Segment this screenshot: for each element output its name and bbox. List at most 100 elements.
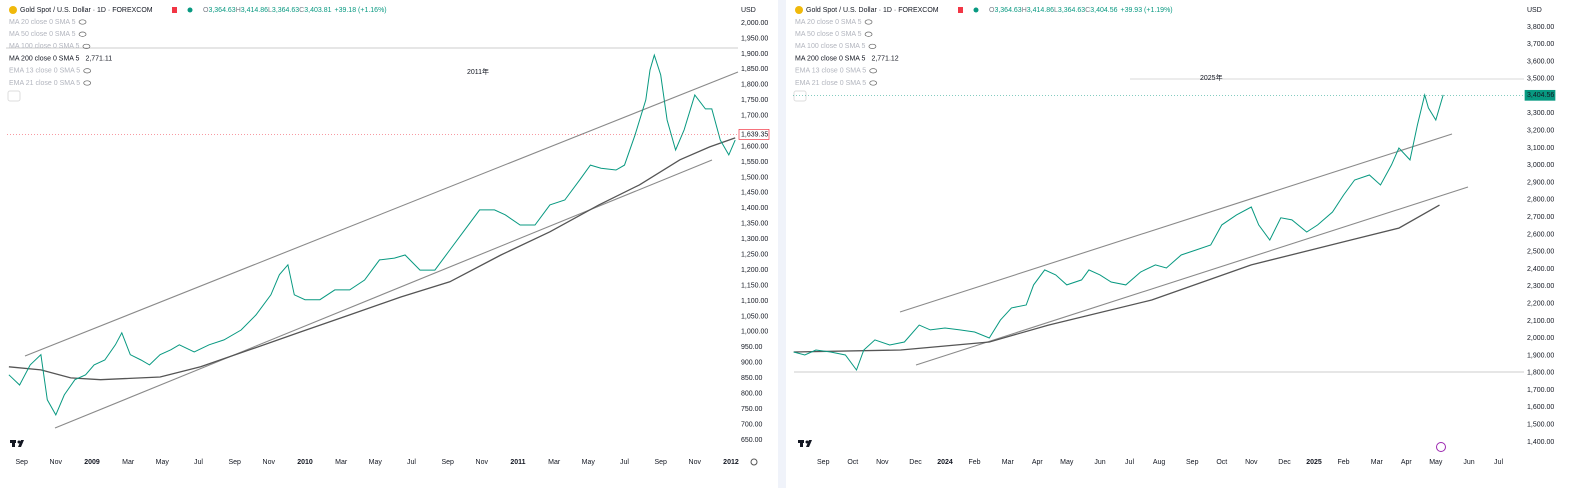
moving-average	[793, 204, 1440, 353]
x-tick-label: Nov	[1245, 459, 1258, 466]
symbol-icon	[795, 6, 803, 14]
moving-average	[8, 137, 736, 381]
visibility-toggle[interactable]	[83, 80, 92, 86]
y-tick-label: 3,200.00	[1527, 128, 1554, 135]
x-tick-label: 2009	[84, 459, 100, 466]
x-tick-label: Jul	[620, 459, 629, 466]
visibility-toggle[interactable]	[83, 68, 92, 74]
indicator-name: MA 50 close 0 SMA 5	[795, 31, 862, 38]
ohlc-item: L	[268, 7, 272, 14]
y-tick-label: 3,700.00	[1527, 41, 1554, 48]
collapse-button[interactable]	[7, 90, 21, 102]
y-tick-label: 1,350.00	[741, 221, 768, 228]
y-tick-label: 3,000.00	[1527, 162, 1554, 169]
y-tick-label: 1,600.00	[1527, 404, 1554, 411]
indicator-value: 2,771.11	[85, 55, 112, 62]
indicator-name: EMA 13 close 0 SMA 5	[9, 68, 80, 75]
y-tick-label: 1,300.00	[741, 236, 768, 243]
price-line	[793, 92, 1444, 372]
logo-part	[800, 440, 803, 447]
trend-line	[915, 186, 1469, 366]
logo-part	[17, 440, 21, 444]
ohlc-item: +39.18 (+1.16%)	[334, 7, 386, 14]
currency: USD	[741, 7, 756, 14]
visibility-toggle[interactable]	[78, 31, 87, 37]
y-tick-label: 750.00	[741, 406, 763, 413]
y-tick-label: 1,850.00	[741, 66, 768, 73]
x-tick-label: Feb	[1338, 459, 1350, 466]
x-tick-label: Mar	[122, 459, 135, 466]
x-tick-label: Oct	[1216, 459, 1227, 466]
y-tick-label: 1,250.00	[741, 251, 768, 258]
y-tick-label: 2,900.00	[1527, 179, 1554, 186]
ohlc-item: O	[203, 7, 209, 14]
last-price-box	[738, 129, 770, 140]
y-tick-label: 1,500.00	[741, 174, 768, 181]
x-tick-label: Feb	[969, 459, 981, 466]
indicator-name: MA 20 close 0 SMA 5	[795, 19, 862, 26]
visibility-toggle[interactable]	[82, 43, 91, 49]
visibility-toggle[interactable]	[869, 80, 878, 86]
indicator-name: MA 200 close 0 SMA 5	[795, 55, 866, 62]
logo-part	[12, 440, 15, 447]
y-tick-label: 850.00	[741, 375, 763, 382]
price-line	[8, 53, 736, 417]
event-icon[interactable]	[1436, 442, 1446, 452]
ohlc-item: H	[236, 7, 241, 14]
x-tick-label: Sep	[441, 459, 454, 466]
x-tick-label: Jul	[407, 459, 416, 466]
x-tick-label: Nov	[876, 459, 889, 466]
indicator-name: EMA 21 close 0 SMA 5	[9, 80, 80, 87]
market-status	[187, 7, 193, 13]
ohlc-item: +39.93 (+1.19%)	[1120, 7, 1172, 14]
x-tick-label: May	[1429, 459, 1443, 466]
x-tick-label: Oct	[847, 459, 858, 466]
y-tick-label: 1,900.00	[1527, 352, 1554, 359]
market-status	[973, 7, 979, 13]
x-tick-label: Nov	[476, 459, 489, 466]
y-tick-label: 1,400.00	[741, 205, 768, 212]
panel-divider	[778, 0, 786, 488]
x-tick-label: 2011	[510, 459, 525, 466]
y-tick-label: 1,750.00	[741, 97, 768, 104]
settings-icon[interactable]	[750, 458, 758, 466]
visibility-toggle[interactable]	[78, 19, 87, 25]
visibility-toggle[interactable]	[864, 19, 873, 25]
x-tick-label: Nov	[50, 459, 63, 466]
visibility-toggle[interactable]	[868, 43, 877, 49]
trend-line	[54, 159, 713, 429]
y-tick-label: 2,600.00	[1527, 231, 1554, 238]
indicator-value: 2,771.12	[871, 55, 898, 62]
ohlc-item: O	[989, 7, 995, 14]
ohlc-item: 3,364.63	[994, 7, 1021, 14]
y-tick-label: 1,200.00	[741, 267, 768, 274]
y-tick-label: 1,400.00	[1527, 439, 1554, 446]
y-tick-label: 1,950.00	[741, 35, 768, 42]
x-tick-label: Mar	[548, 459, 561, 466]
logo-part	[18, 440, 24, 447]
indicator-name: MA 100 close 0 SMA 5	[9, 43, 80, 50]
y-tick-label: 1,500.00	[1527, 422, 1554, 429]
x-tick-label: Nov	[263, 459, 276, 466]
visibility-toggle[interactable]	[864, 31, 873, 37]
indicator-name: EMA 21 close 0 SMA 5	[795, 80, 866, 87]
y-tick-label: 1,900.00	[741, 51, 768, 58]
x-tick-label: Dec	[909, 459, 922, 466]
y-tick-label: 1,150.00	[741, 282, 768, 289]
y-tick-label: 700.00	[741, 421, 763, 428]
annotation: 2025年	[1200, 73, 1223, 82]
y-tick-label: 1,000.00	[741, 329, 768, 336]
ohlc-item: 3,364.63	[208, 7, 235, 14]
ohlc-item: 3,414.86	[1027, 7, 1054, 14]
tv-logo	[10, 440, 812, 447]
visibility-toggle[interactable]	[869, 68, 878, 74]
y-tick-label: 3,100.00	[1527, 145, 1554, 152]
ohlc-item: H	[1022, 7, 1027, 14]
x-tick-label: Apr	[1401, 459, 1413, 466]
x-tick-label: 2010	[297, 459, 313, 466]
y-tick-label: 2,000.00	[741, 20, 768, 27]
x-tick-label: Mar	[1371, 459, 1384, 466]
collapse-button[interactable]	[793, 90, 807, 102]
y-tick-label: 2,700.00	[1527, 214, 1554, 221]
